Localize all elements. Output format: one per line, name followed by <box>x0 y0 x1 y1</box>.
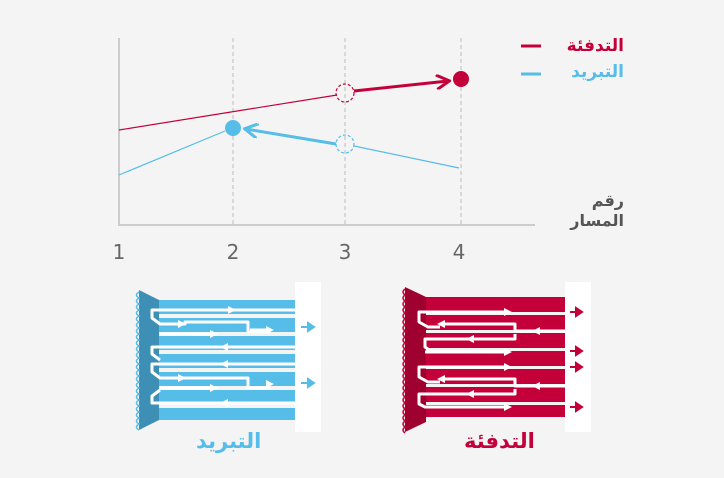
cooling-coil-label: التبريد <box>196 429 262 453</box>
legend-heating-label: التدفئة <box>566 36 624 56</box>
x-axis-title: رقم المسار <box>570 191 624 231</box>
x-tick-1: 1 <box>112 240 126 264</box>
heating-outlet-arrows <box>570 306 584 413</box>
x-axis-title-line2: المسار <box>570 211 624 230</box>
x-tick-4: 4 <box>452 240 466 264</box>
x-tick-2: 2 <box>226 240 240 264</box>
x-axis-title-line1: رقم <box>591 191 624 210</box>
x-tick-3: 3 <box>338 240 352 264</box>
heating-coil <box>402 282 591 434</box>
cooling-outlet-arrows <box>301 321 316 389</box>
heating-coil-label: التدفئة <box>464 429 535 453</box>
legend-cooling-label: التبريد <box>571 62 624 82</box>
cooling-coil <box>135 282 321 432</box>
cooling-series <box>118 120 460 176</box>
heating-series <box>118 71 469 131</box>
